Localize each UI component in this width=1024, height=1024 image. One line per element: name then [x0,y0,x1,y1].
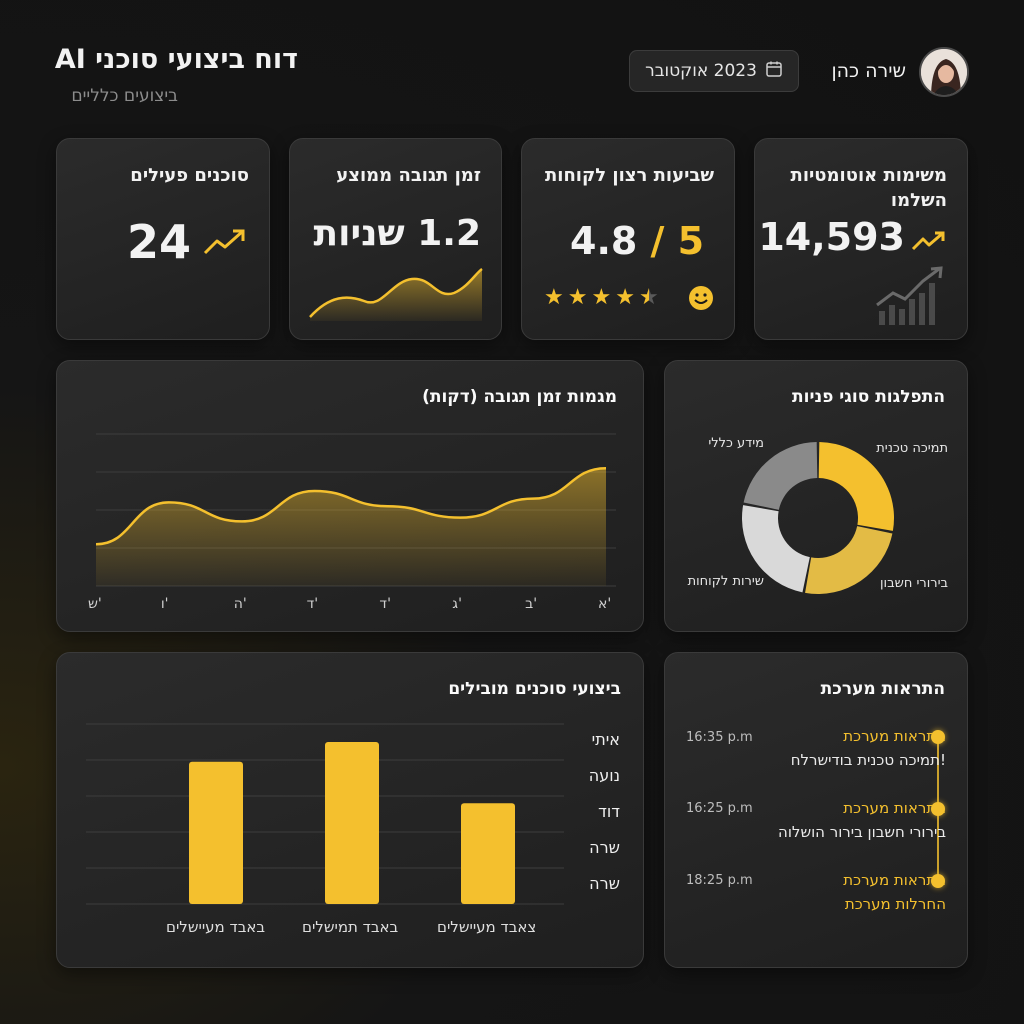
x-axis-label: ד' [379,596,391,612]
kpi-satisfaction-value: 4.8 / 5 [570,219,704,263]
bar-label: באבד מעיישלים [166,918,266,936]
agent-name: איתי [591,730,620,749]
star-icon: ★ [615,285,635,310]
donut-slice [742,505,810,593]
alert-time: 16:25 p.m [686,801,753,816]
alert-dot [931,730,945,744]
x-axis-label: ה' [233,596,247,612]
x-axis-label: ב' [525,596,538,612]
donut-label-tech: תמיכה טכנית [876,441,948,456]
trend-chart-title: מגמות זמן תגובה (דקות) [422,387,617,407]
user-name: שירה כהן [831,60,906,82]
agent-bar [461,803,515,904]
x-axis-label: ו' [160,596,169,612]
kpi-response-value: 1.2 שניות [313,213,481,254]
rating-separator: / [637,219,678,263]
agent-name: דוד [598,802,620,821]
star-icon: ★ [567,285,588,310]
star-icon: ★ [544,285,564,310]
donut-slice [818,442,894,531]
agent-name: שרה [589,838,620,857]
alert-time: 16:35 p.m [686,730,753,745]
alert-time: 18:25 p.m [686,873,753,888]
kpi-agents-card: סוכנים פעילים 24 [56,138,270,340]
donut-chart [742,442,894,594]
alerts-card: התראות מערכת [664,652,968,968]
alert-item[interactable]: התראות מערכת בירורי חשבון בירור הושלוה [686,799,946,841]
kpi-satisfaction-title: שביעות רצון לקוחות [544,165,714,186]
bar-label: באבד תמישלים [302,918,399,936]
kpi-tasks-title: משימות אוטומטיות השלמו [790,165,947,211]
rating-value: 4.8 [570,219,638,263]
agent-name: נועה [588,766,620,785]
kpi-agents-value: 24 [127,215,192,269]
alerts-title: התראות מערכת [820,679,945,699]
alert-message: החרלות מערכת [844,895,946,913]
donut-label-billing: בירורי חשבון [880,576,948,591]
smiley-icon [689,286,713,310]
response-sparkline [309,267,483,321]
star-icon: ★ [591,285,612,310]
donut-slice [743,442,818,510]
agent-bar [189,761,243,904]
bar-label: צאבד מעיישלים [437,918,537,936]
alert-title: התראות מערכת [843,871,946,889]
agents-bar-chart [86,723,564,905]
kpi-agents-title: סוכנים פעילים [130,165,249,186]
agent-name: שרה [589,874,620,893]
alert-title: התראות מערכת [843,727,946,745]
rating-max: 5 [677,219,705,263]
trend-up-icon [203,229,245,255]
kpi-response-title: זמן תגובה ממוצע [336,165,481,186]
x-axis-label: ד' [306,596,319,612]
kpi-satisfaction-card: שביעות רצון לקוחות 4.8 / 5 ★ ★ ★ ★ ★ [521,138,735,340]
avatar[interactable] [919,47,969,97]
page-subtitle: ביצועים כלליים [71,86,178,106]
trend-chart [95,433,616,587]
alert-item[interactable]: התראות מערכת החרלות מערכת [686,871,946,913]
date-picker-button[interactable]: 2023 אוקטובר [629,50,799,92]
kpi-tasks-card: משימות אוטומטיות השלמו 14,593 [754,138,968,340]
alert-message: תמיכה טכנית בודישרלח! [790,751,946,769]
page-title: דוח ביצועי סוכני AI [54,44,298,75]
agent-bar [325,742,379,904]
alert-item[interactable]: התראות מערכת תמיכה טכנית בודישרלח! [686,727,946,769]
donut-label-service: שירות לקוחות [687,574,764,589]
agents-title: ביצועי סוכנים מובילים [448,679,621,699]
x-axis-label: א' [598,596,612,612]
alert-message: בירורי חשבון בירור הושלוה [778,823,946,841]
date-label: 2023 אוקטובר [645,61,757,81]
x-axis-label: ג' [452,596,462,612]
donut-slice [805,526,893,594]
trend-up-icon [911,231,945,251]
x-axis-label: ש' [88,596,102,612]
star-rating: ★ ★ ★ ★ ★ [544,285,659,310]
kpi-response-card: זמן תגובה ממוצע 1.2 שניות [289,138,502,340]
kpi-tasks-value: 14,593 [758,215,905,259]
trend-area [96,468,606,586]
donut-label-general: מידע כללי [708,436,764,451]
half-star-icon: ★ [638,285,659,310]
growth-chart-icon [876,266,943,325]
trend-line [95,466,607,546]
alert-title: התראות מערכת [843,799,946,817]
alert-dot [931,802,945,816]
calendar-icon [765,60,783,83]
alert-dot [931,874,945,888]
donut-title: התפלגות סוגי פניות [792,387,945,407]
